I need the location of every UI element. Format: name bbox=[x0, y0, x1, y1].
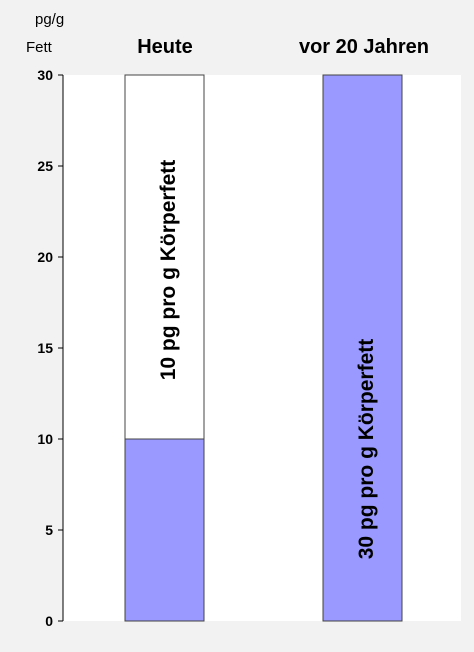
bars bbox=[124, 74, 403, 622]
y-tick-label-15: 15 bbox=[37, 340, 53, 356]
category-headers: Heute vor 20 Jahren bbox=[137, 36, 429, 58]
y-tick-label-5: 5 bbox=[45, 522, 53, 538]
y-tick-label-20: 20 bbox=[37, 249, 53, 265]
data-label-vor-20-jahren: 30 pg pro g Körperfett bbox=[355, 339, 378, 560]
category-header-vor-20-jahren: vor 20 Jahren bbox=[299, 36, 429, 58]
data-label-heute: 10 pg pro g Körperfett bbox=[157, 160, 180, 381]
data-labels: 10 pg pro g Körperfett 30 pg pro g Körper… bbox=[157, 160, 378, 560]
bar-vor-20-jahren bbox=[322, 74, 403, 622]
y-axis-unit-line-1: pg/g bbox=[35, 11, 64, 28]
y-axis-unit-line-2: Fett bbox=[26, 39, 53, 56]
y-tick-label-30: 30 bbox=[37, 67, 53, 83]
bar-heute bbox=[124, 438, 205, 622]
y-tick-label-25: 25 bbox=[37, 158, 53, 174]
category-header-heute: Heute bbox=[137, 36, 193, 58]
y-tick-label-0: 0 bbox=[45, 613, 53, 629]
y-axis: 0 5 10 15 20 25 30 bbox=[37, 67, 64, 629]
y-tick-label-10: 10 bbox=[37, 431, 53, 447]
